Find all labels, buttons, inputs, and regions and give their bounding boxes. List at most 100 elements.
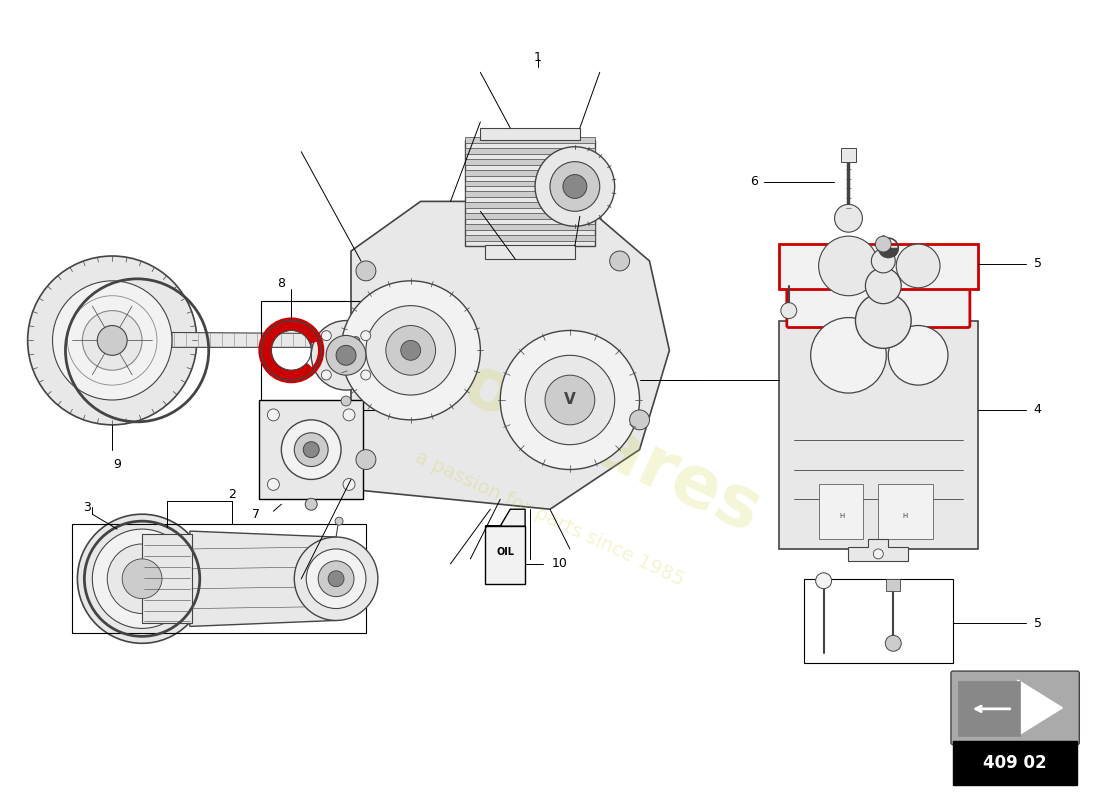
Bar — [260, 400, 363, 499]
Bar — [465, 158, 595, 165]
Polygon shape — [1018, 680, 1063, 736]
Circle shape — [629, 410, 649, 430]
Text: 6: 6 — [750, 175, 758, 188]
Circle shape — [282, 420, 341, 479]
Circle shape — [361, 370, 371, 380]
Circle shape — [781, 302, 796, 318]
Bar — [465, 191, 595, 198]
Text: 5: 5 — [1034, 617, 1042, 630]
Circle shape — [306, 549, 366, 609]
Circle shape — [328, 571, 344, 586]
Polygon shape — [848, 539, 909, 561]
Circle shape — [886, 635, 901, 651]
Circle shape — [816, 573, 832, 589]
Circle shape — [563, 174, 586, 198]
Bar — [465, 224, 595, 230]
Bar — [485, 245, 575, 259]
Bar — [818, 485, 864, 539]
Text: 4: 4 — [1034, 403, 1042, 417]
Bar — [465, 235, 595, 241]
Text: 10: 10 — [552, 558, 568, 570]
Wedge shape — [878, 248, 899, 258]
Text: 1: 1 — [535, 51, 542, 64]
Circle shape — [896, 244, 940, 288]
Polygon shape — [172, 333, 321, 347]
Polygon shape — [190, 531, 337, 626]
Bar — [485, 526, 525, 584]
Text: 9: 9 — [113, 458, 121, 471]
Bar — [779, 244, 978, 289]
Circle shape — [866, 268, 901, 304]
Circle shape — [535, 146, 615, 226]
Circle shape — [550, 162, 600, 211]
Bar — [73, 524, 366, 634]
Bar — [789, 301, 968, 321]
Circle shape — [304, 442, 319, 458]
Polygon shape — [351, 202, 670, 510]
Text: 8: 8 — [277, 278, 285, 290]
Circle shape — [295, 433, 328, 466]
Circle shape — [77, 514, 207, 643]
Circle shape — [295, 537, 378, 621]
Circle shape — [82, 310, 142, 370]
Circle shape — [400, 341, 420, 360]
Polygon shape — [485, 510, 525, 526]
Circle shape — [811, 318, 887, 393]
Circle shape — [341, 281, 481, 420]
Bar — [465, 148, 595, 154]
Circle shape — [318, 561, 354, 597]
Bar — [465, 202, 595, 208]
Circle shape — [92, 529, 191, 629]
Circle shape — [871, 249, 895, 273]
Text: 5: 5 — [1034, 258, 1042, 270]
Bar — [465, 170, 595, 175]
Circle shape — [341, 396, 351, 406]
Bar — [953, 741, 1077, 786]
Circle shape — [356, 261, 376, 281]
Text: a passion for parts since 1985: a passion for parts since 1985 — [412, 448, 688, 590]
Circle shape — [28, 256, 197, 425]
Circle shape — [525, 355, 615, 445]
Circle shape — [321, 370, 331, 380]
Bar — [887, 578, 900, 590]
Circle shape — [835, 204, 862, 232]
Bar — [958, 681, 1020, 736]
Circle shape — [337, 346, 356, 366]
Circle shape — [843, 149, 855, 161]
Circle shape — [856, 293, 911, 348]
Circle shape — [386, 326, 436, 375]
Circle shape — [267, 409, 279, 421]
Text: H: H — [903, 513, 907, 519]
Circle shape — [343, 409, 355, 421]
Bar — [804, 578, 953, 663]
FancyBboxPatch shape — [952, 671, 1079, 745]
Circle shape — [53, 281, 172, 400]
Circle shape — [352, 337, 360, 344]
Circle shape — [876, 236, 891, 252]
Bar — [878, 485, 933, 539]
Circle shape — [356, 450, 376, 470]
Circle shape — [336, 517, 343, 525]
Text: OIL: OIL — [496, 547, 514, 557]
Circle shape — [97, 326, 128, 355]
Circle shape — [361, 330, 371, 341]
Polygon shape — [311, 335, 356, 346]
Text: 3: 3 — [84, 501, 91, 514]
Polygon shape — [465, 140, 595, 246]
Circle shape — [321, 330, 331, 341]
Wedge shape — [262, 321, 319, 380]
Circle shape — [366, 306, 455, 395]
Circle shape — [311, 321, 381, 390]
Text: 7: 7 — [253, 508, 261, 521]
Circle shape — [343, 478, 355, 490]
Text: 409 02: 409 02 — [983, 754, 1047, 772]
Text: eurospares: eurospares — [329, 292, 771, 548]
Circle shape — [305, 498, 317, 510]
Circle shape — [500, 330, 639, 470]
Circle shape — [889, 326, 948, 385]
Circle shape — [122, 559, 162, 598]
Bar — [465, 181, 595, 186]
Bar — [481, 128, 580, 140]
Circle shape — [267, 478, 279, 490]
Circle shape — [818, 236, 878, 296]
